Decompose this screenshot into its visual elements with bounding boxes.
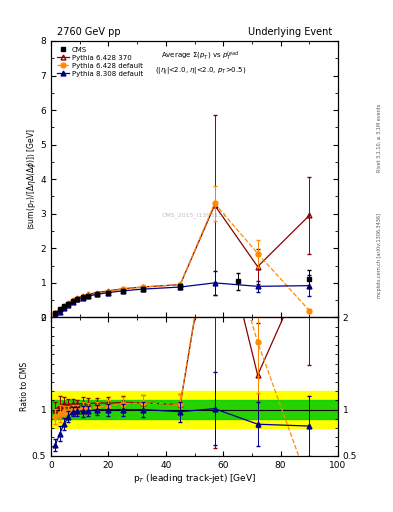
Text: Rivet 3.1.10, ≥ 3.1M events: Rivet 3.1.10, ≥ 3.1M events — [377, 104, 382, 173]
Bar — [51, 400, 338, 419]
Bar — [51, 391, 338, 428]
Text: Average $\Sigma(p_T)$ vs $p_T^{lead}$
($|\eta_j|$<2.0, $\eta|$<2.0, $p_T$>0.5): Average $\Sigma(p_T)$ vs $p_T^{lead}$ ($… — [155, 49, 246, 77]
Y-axis label: Ratio to CMS: Ratio to CMS — [20, 362, 29, 411]
X-axis label: p$_T$ (leading track-jet) [GeV]: p$_T$ (leading track-jet) [GeV] — [133, 472, 256, 485]
Legend: CMS, Pythia 6.428 370, Pythia 6.428 default, Pythia 8.308 default: CMS, Pythia 6.428 370, Pythia 6.428 defa… — [55, 45, 145, 79]
Y-axis label: $\langle$sum(p$_\mathregular{T}$)/[$\Delta\eta\Delta(\Delta\phi)$]$\rangle$ [GeV: $\langle$sum(p$_\mathregular{T}$)/[$\Del… — [25, 128, 38, 230]
Text: CMS_2015_I1393132: CMS_2015_I1393132 — [162, 212, 227, 218]
Text: 2760 GeV pp: 2760 GeV pp — [57, 27, 120, 37]
Text: Underlying Event: Underlying Event — [248, 27, 332, 37]
Text: mcplots.cern.ch [arXiv:1306.3436]: mcplots.cern.ch [arXiv:1306.3436] — [377, 214, 382, 298]
